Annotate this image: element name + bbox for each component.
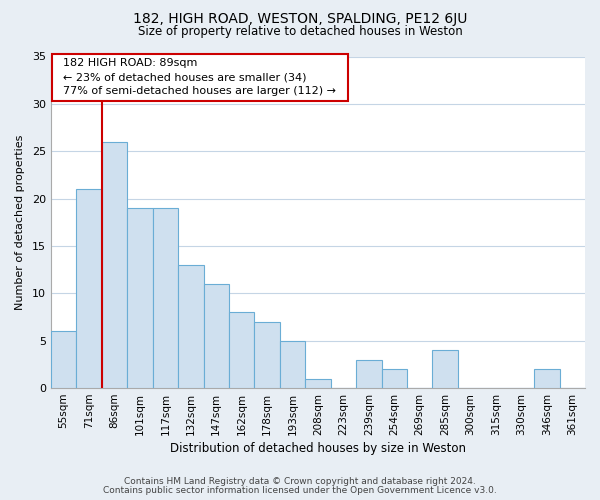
Bar [229,312,254,388]
Bar [280,340,305,388]
X-axis label: Distribution of detached houses by size in Weston: Distribution of detached houses by size … [170,442,466,455]
Bar [433,350,458,388]
Text: 182, HIGH ROAD, WESTON, SPALDING, PE12 6JU: 182, HIGH ROAD, WESTON, SPALDING, PE12 6… [133,12,467,26]
Bar [152,208,178,388]
Bar [76,189,102,388]
Bar [254,322,280,388]
Bar [203,284,229,388]
Text: Contains public sector information licensed under the Open Government Licence v3: Contains public sector information licen… [103,486,497,495]
Bar [102,142,127,388]
Bar [178,265,203,388]
Text: Contains HM Land Registry data © Crown copyright and database right 2024.: Contains HM Land Registry data © Crown c… [124,477,476,486]
Bar [51,331,76,388]
Bar [382,369,407,388]
Y-axis label: Number of detached properties: Number of detached properties [15,134,25,310]
Text: 182 HIGH ROAD: 89sqm  
  ← 23% of detached houses are smaller (34)  
  77% of se: 182 HIGH ROAD: 89sqm ← 23% of detached h… [56,58,343,96]
Bar [356,360,382,388]
Bar [534,369,560,388]
Bar [127,208,152,388]
Bar [305,378,331,388]
Text: Size of property relative to detached houses in Weston: Size of property relative to detached ho… [137,25,463,38]
